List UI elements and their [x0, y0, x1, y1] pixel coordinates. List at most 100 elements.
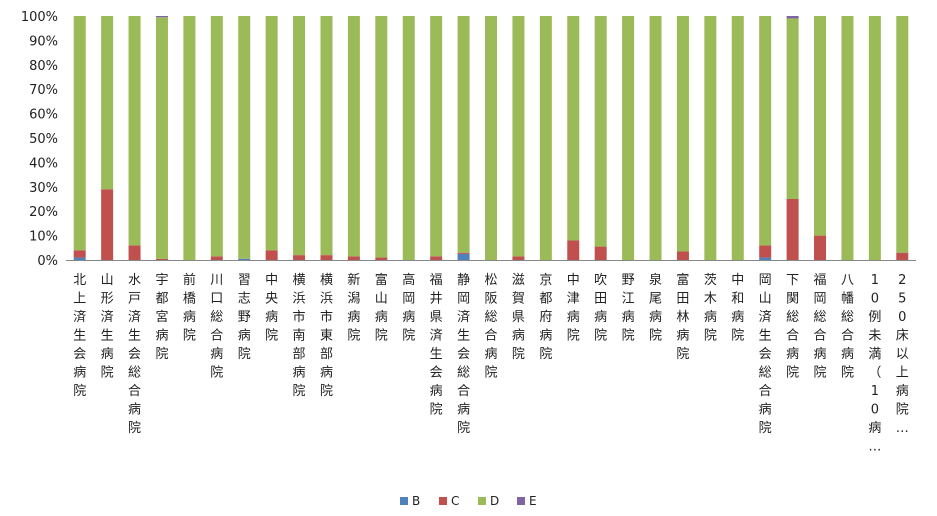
- bar-segment-C: [759, 245, 772, 258]
- y-tick-label: 90%: [29, 34, 58, 49]
- x-category-label: 前橋病院: [183, 272, 196, 344]
- bar-segment-C: [320, 255, 333, 260]
- bar-segment-E: [155, 16, 168, 18]
- bar-segment-C: [128, 245, 141, 260]
- bar-segment-D: [320, 16, 333, 256]
- y-tick-label: 50%: [29, 132, 58, 147]
- x-category-label: 茨木病院: [704, 273, 717, 344]
- x-category-label: 習志野病院: [238, 273, 251, 362]
- x-category-label: 1 0 例未満（ 1 0 病…: [868, 273, 881, 455]
- legend-swatch-E: [517, 497, 525, 505]
- x-category-label: 水戸済生会総合病院: [128, 273, 141, 436]
- bar-segment-D: [841, 16, 854, 260]
- bar-segment-C: [512, 256, 525, 260]
- x-category-label: 富田林病院: [676, 272, 689, 362]
- bar-segment-D: [485, 16, 497, 260]
- bar-segment-C: [430, 256, 443, 260]
- bar-segment-C: [457, 252, 470, 254]
- legend: B C D E: [400, 494, 537, 508]
- bar-segment-D: [375, 16, 388, 258]
- bar-segment-D: [430, 16, 443, 257]
- legend-swatch-B: [400, 497, 408, 505]
- x-category-label: 八幡総合病院: [841, 273, 854, 381]
- bar-segment-D: [210, 16, 223, 257]
- x-category-label: 北上済生会病院: [73, 273, 86, 399]
- x-category-label: 泉尾病院: [649, 272, 662, 344]
- x-category-label: 高岡病院: [402, 272, 415, 344]
- bar-segment-D: [402, 16, 415, 260]
- bars-group: [73, 16, 909, 260]
- y-axis: 0% 10% 20% 30% 40% 50% 60% 70% 80% 90% 100%: [21, 10, 916, 269]
- x-category-label: 山形済生病院: [101, 273, 114, 381]
- x-category-label: 福岡総合病院: [814, 273, 827, 381]
- bar-segment-C: [814, 235, 827, 260]
- bar-segment-C: [896, 252, 909, 260]
- legend-label-C: C: [451, 494, 459, 508]
- legend-swatch-D: [478, 497, 486, 505]
- x-category-label: 宇都宮病院: [155, 273, 168, 362]
- bar-segment-C: [155, 258, 168, 260]
- x-category-label: 福井県済生会病院: [430, 273, 443, 418]
- y-tick-label: 0%: [37, 254, 58, 269]
- bar-segment-D: [759, 16, 772, 246]
- bar-segment-C: [375, 257, 388, 260]
- bar-segment-D: [704, 16, 717, 260]
- bar-segment-C: [265, 250, 278, 260]
- bar-segment-D: [293, 16, 306, 256]
- x-category-label: 中津病院: [567, 273, 580, 344]
- x-category-label: 富山病院: [375, 272, 388, 344]
- y-tick-label: 70%: [29, 83, 58, 98]
- bar-segment-D: [786, 18, 799, 199]
- bar-segment-D: [155, 17, 168, 259]
- bar-segment-D: [649, 16, 662, 260]
- bar-segment-D: [896, 16, 909, 253]
- x-category-label: 滋賀県病院: [512, 273, 525, 362]
- x-category-label: 2 5 0 床以上病院…: [896, 273, 909, 436]
- bar-segment-D: [868, 16, 881, 260]
- bar-segment-D: [183, 16, 196, 260]
- bar-segment-B: [759, 257, 772, 260]
- bar-segment-C: [594, 246, 607, 260]
- y-tick-label: 20%: [29, 205, 58, 220]
- bar-segment-E: [786, 16, 799, 19]
- bar-segment-D: [676, 16, 689, 252]
- x-axis-labels: 北上済生会病院 山形済生病院 水戸済生会総合病院 宇都宮病院 前橋病院 川口総合病院 習志野…: [73, 272, 909, 455]
- x-category-label: 野江病院: [622, 273, 635, 344]
- legend-swatch-C: [439, 497, 447, 505]
- legend-label-D: D: [490, 494, 499, 508]
- bar-segment-B: [457, 253, 470, 260]
- bar-segment-D: [457, 16, 470, 253]
- bar-segment-D: [594, 16, 607, 247]
- bar-segment-C: [567, 240, 580, 260]
- bar-segment-D: [265, 16, 278, 251]
- bar-segment-D: [512, 16, 525, 257]
- bar-segment-B: [238, 258, 251, 260]
- x-category-label: 静岡済生会総合病院: [457, 273, 470, 436]
- x-category-label: 新潟病院: [347, 272, 360, 344]
- bar-segment-D: [539, 16, 552, 260]
- x-category-label: 松阪総合病院: [484, 273, 497, 381]
- x-category-label: 下関総合病院: [786, 273, 799, 381]
- bar-segment-D: [128, 16, 141, 246]
- legend-label-B: B: [412, 494, 420, 508]
- bar-segment-C: [101, 189, 114, 260]
- x-category-label: 横浜市東部病院: [320, 273, 333, 399]
- y-tick-label: 10%: [29, 230, 58, 245]
- bar-segment-D: [101, 16, 114, 190]
- bar-segment-B: [73, 257, 86, 260]
- bar-segment-C: [210, 256, 223, 260]
- x-category-label: 横浜市南部病院: [293, 273, 306, 399]
- y-tick-label: 30%: [29, 181, 58, 196]
- bar-segment-D: [622, 16, 635, 260]
- y-tick-label: 60%: [29, 108, 58, 123]
- x-category-label: 京都府病院: [539, 273, 552, 362]
- bar-segment-D: [347, 16, 360, 257]
- bar-segment-D: [73, 16, 86, 251]
- y-tick-label: 40%: [29, 156, 58, 171]
- y-tick-label: 100%: [21, 10, 58, 25]
- bar-segment-D: [814, 16, 827, 236]
- bar-segment-D: [238, 16, 251, 259]
- bar-segment-C: [786, 199, 799, 260]
- x-category-label: 中央病院: [265, 273, 278, 344]
